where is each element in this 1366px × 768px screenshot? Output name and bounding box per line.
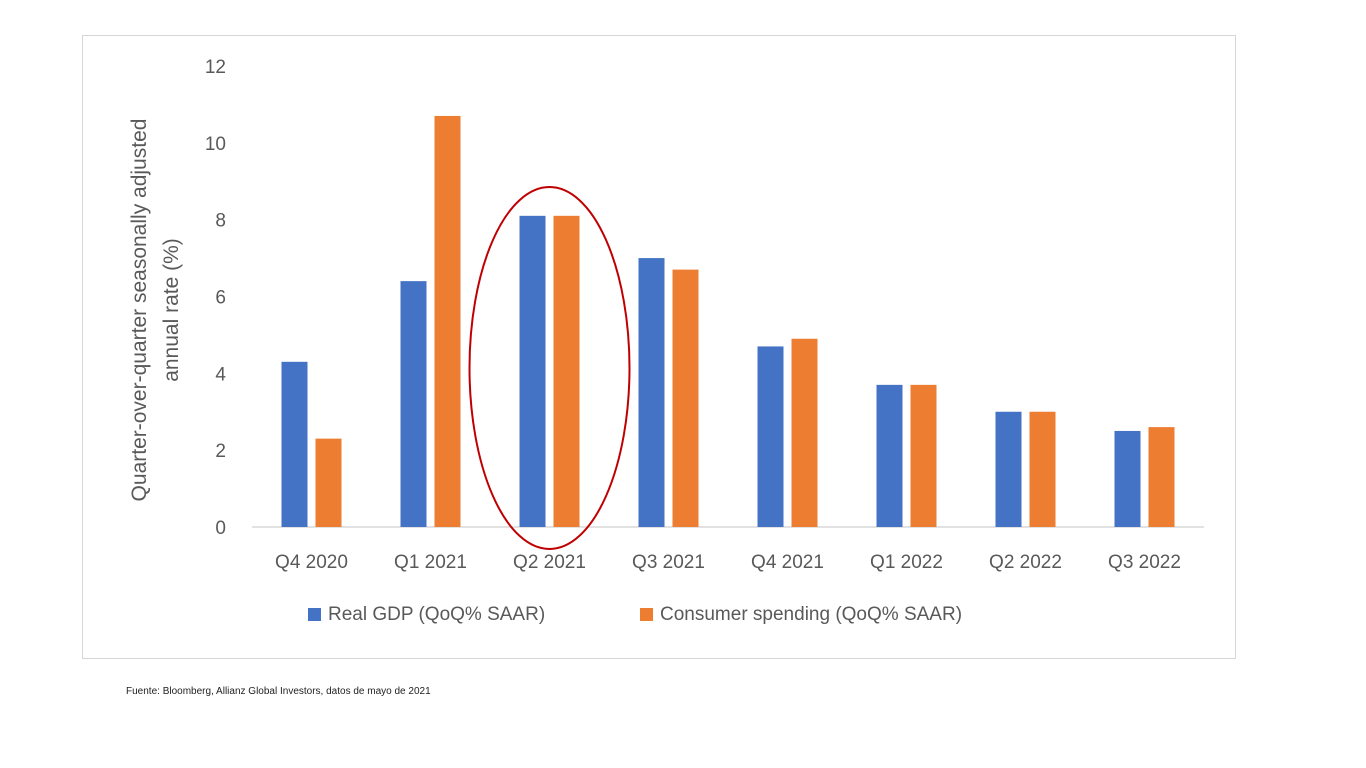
bar-real-gdp (638, 258, 665, 527)
y-axis-title: Quarter-over-quarter seasonally adjusted… (128, 119, 183, 502)
bar-consumer-spending (1029, 411, 1056, 527)
bar-real-gdp (519, 215, 546, 527)
y-axis-title-line: annual rate (%) (160, 238, 183, 382)
source-note: Fuente: Bloomberg, Allianz Global Invest… (126, 686, 431, 697)
y-tick-labels: 0 2 4 6 8 10 12 (205, 57, 227, 539)
x-tick-label: Q3 2021 (632, 552, 705, 573)
x-tick-label: Q3 2022 (1108, 552, 1181, 573)
y-tick-label: 0 (215, 518, 226, 539)
legend-label: Consumer spending (QoQ% SAAR) (660, 604, 962, 625)
bar-consumer-spending (434, 115, 461, 528)
legend: Real GDP (QoQ% SAAR) Consumer spending (Q… (308, 604, 962, 625)
y-axis-title-line: Quarter-over-quarter seasonally adjusted (128, 119, 151, 502)
legend-label: Real GDP (QoQ% SAAR) (328, 604, 545, 625)
y-tick-label: 12 (205, 57, 226, 78)
bar-real-gdp (995, 411, 1022, 527)
y-tick-label: 4 (215, 364, 226, 385)
y-tick-label: 2 (215, 441, 226, 462)
x-tick-label: Q2 2021 (513, 552, 586, 573)
x-tick-label: Q1 2022 (870, 552, 943, 573)
bars (281, 115, 1175, 528)
bar-consumer-spending (910, 384, 937, 527)
bar-real-gdp (281, 361, 308, 527)
x-tick-label: Q1 2021 (394, 552, 467, 573)
bar-consumer-spending (672, 269, 699, 527)
x-tick-label: Q4 2020 (275, 552, 348, 573)
bar-real-gdp (1114, 430, 1141, 527)
bar-consumer-spending (1148, 427, 1175, 527)
y-tick-label: 8 (215, 211, 226, 232)
bar-real-gdp (876, 384, 903, 527)
x-tick-label: Q4 2021 (751, 552, 824, 573)
bar-consumer-spending (553, 215, 580, 527)
bar-real-gdp (400, 281, 427, 527)
highlight-ellipse (468, 186, 631, 550)
y-tick-label: 6 (215, 288, 226, 309)
legend-swatch (640, 608, 653, 621)
bar-consumer-spending (791, 338, 818, 527)
legend-swatch (308, 608, 321, 621)
bar-real-gdp (757, 346, 784, 527)
x-tick-labels: Q4 2020 Q1 2021 Q2 2021 Q3 2021 Q4 2021 Q1 20… (275, 552, 1181, 573)
bar-consumer-spending (315, 438, 342, 527)
x-tick-label: Q2 2022 (989, 552, 1062, 573)
y-tick-label: 10 (205, 134, 226, 155)
